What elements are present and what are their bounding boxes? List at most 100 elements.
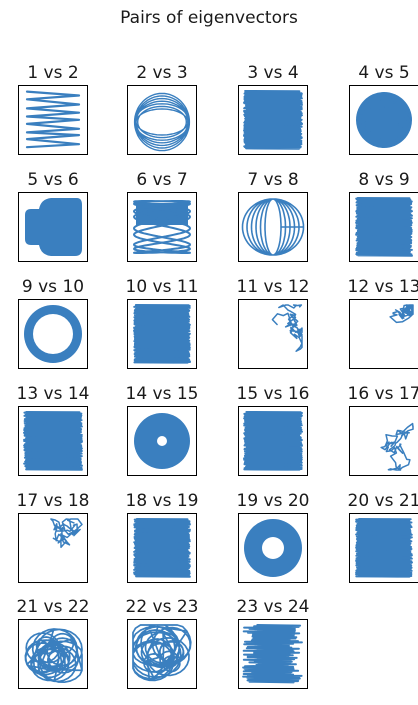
panel-plot-area — [127, 513, 197, 583]
panel-title: 23 vs 24 — [236, 597, 310, 617]
panel-title: 9 vs 10 — [21, 277, 85, 297]
panel-title: 19 vs 20 — [236, 491, 310, 511]
eigenvector-panel: 7 vs 8 — [219, 170, 327, 278]
panel-plot-area — [238, 406, 308, 476]
panel-title: 16 vs 17 — [347, 384, 418, 404]
trajectory-line — [359, 93, 412, 148]
panel-title: 20 vs 21 — [347, 491, 418, 511]
eigenvector-panel: 3 vs 4 — [219, 63, 327, 171]
panel-plot-svg — [23, 411, 83, 471]
panel-plot-area — [238, 85, 308, 155]
panel-plot-area — [127, 619, 197, 689]
panel-title: 10 vs 11 — [125, 277, 199, 297]
eigenvector-panel: 9 vs 10 — [0, 277, 107, 385]
panel-plot-svg — [24, 628, 83, 684]
panel-plot-area — [127, 299, 197, 369]
trajectory-line — [355, 518, 413, 578]
panel-plot-svg — [241, 198, 305, 256]
eigenvector-panel: 13 vs 14 — [0, 384, 107, 492]
panel-plot-svg — [243, 90, 303, 150]
panel-plot-area — [349, 513, 418, 583]
panel-plot-area — [238, 299, 308, 369]
trajectory-ring-hole — [262, 537, 284, 559]
eigenvector-panel: 11 vs 12 — [219, 277, 327, 385]
panel-plot-svg — [133, 200, 191, 254]
panel-title: 7 vs 8 — [247, 170, 299, 190]
panel-plot-svg — [380, 422, 414, 471]
eigenvector-panel: 15 vs 16 — [219, 384, 327, 492]
eigenvector-panel: 19 vs 20 — [219, 491, 327, 599]
panel-title: 5 vs 6 — [27, 170, 79, 190]
panel-plot-svg — [355, 197, 413, 257]
trajectory-line — [243, 411, 303, 471]
eigenvector-panel: 1 vs 2 — [0, 63, 107, 171]
trajectory-line — [355, 197, 413, 257]
panel-plot-area — [127, 85, 197, 155]
eigenvector-panel: 16 vs 17 — [330, 384, 418, 492]
panel-plot-area — [18, 299, 88, 369]
panel-plot-area — [238, 619, 308, 689]
trajectory-dense-fill — [136, 203, 188, 225]
panel-plot-area — [127, 406, 197, 476]
panel-plot-area — [238, 192, 308, 262]
panel-plot-area — [18, 619, 88, 689]
eigenvector-panel: 18 vs 19 — [108, 491, 216, 599]
panel-title: 21 vs 22 — [16, 597, 90, 617]
trajectory-line — [25, 90, 81, 149]
trajectory-line — [243, 90, 303, 150]
trajectory-line — [133, 92, 191, 152]
panel-title: 11 vs 12 — [236, 277, 310, 297]
trajectory-line — [241, 198, 305, 256]
eigenvector-panel: 20 vs 21 — [330, 491, 418, 599]
eigenvector-panel: 4 vs 5 — [330, 63, 418, 171]
panel-plot-area — [18, 513, 88, 583]
trajectory-line — [50, 518, 83, 549]
panel-title: 4 vs 5 — [358, 63, 410, 83]
panel-plot-svg — [134, 413, 190, 469]
trajectory-line — [23, 411, 83, 471]
trajectory-ring-hole — [33, 314, 73, 354]
panel-title: 3 vs 4 — [247, 63, 299, 83]
trajectory-line — [380, 422, 414, 471]
eigenvector-panel: 22 vs 23 — [108, 597, 216, 705]
panel-title: 22 vs 23 — [125, 597, 199, 617]
chart-title: Pairs of eigenvectors — [120, 8, 298, 28]
panel-plot-svg — [133, 92, 191, 152]
panel-plot-svg — [243, 411, 303, 471]
panel-plot-area — [238, 513, 308, 583]
panel-plot-svg — [24, 305, 82, 363]
panel-title: 8 vs 9 — [358, 170, 410, 190]
trajectory-dense-fill — [25, 198, 82, 256]
eigenvector-panel: 21 vs 22 — [0, 597, 107, 705]
panel-plot-svg — [242, 624, 303, 684]
panel-plot-svg — [132, 624, 192, 682]
panel-title: 17 vs 18 — [16, 491, 90, 511]
panel-plot-svg — [356, 92, 412, 148]
panel-title: 13 vs 14 — [16, 384, 90, 404]
panel-plot-svg — [355, 518, 413, 578]
panel-plot-area — [18, 85, 88, 155]
panel-title: 15 vs 16 — [236, 384, 310, 404]
panel-plot-area — [349, 299, 418, 369]
eigenvector-panel: 2 vs 3 — [108, 63, 216, 171]
trajectory-line — [24, 628, 83, 684]
eigenvector-panel: 10 vs 11 — [108, 277, 216, 385]
panel-plot-area — [18, 192, 88, 262]
panel-plot-svg — [133, 304, 191, 364]
panel-plot-area — [127, 192, 197, 262]
trajectory-line — [133, 200, 191, 254]
trajectory-line — [389, 304, 414, 324]
eigenvector-panel: 5 vs 6 — [0, 170, 107, 278]
panel-plot-svg — [271, 304, 303, 352]
panel-plot-svg — [25, 90, 81, 149]
panel-plot-area — [18, 406, 88, 476]
panel-plot-svg — [389, 304, 414, 324]
panel-title: 14 vs 15 — [125, 384, 199, 404]
panel-plot-svg — [50, 518, 83, 549]
trajectory-line — [133, 304, 191, 364]
panel-plot-area — [349, 406, 418, 476]
trajectory-line — [271, 304, 303, 352]
panel-plot-area — [349, 192, 418, 262]
eigenvector-panel: 14 vs 15 — [108, 384, 216, 492]
